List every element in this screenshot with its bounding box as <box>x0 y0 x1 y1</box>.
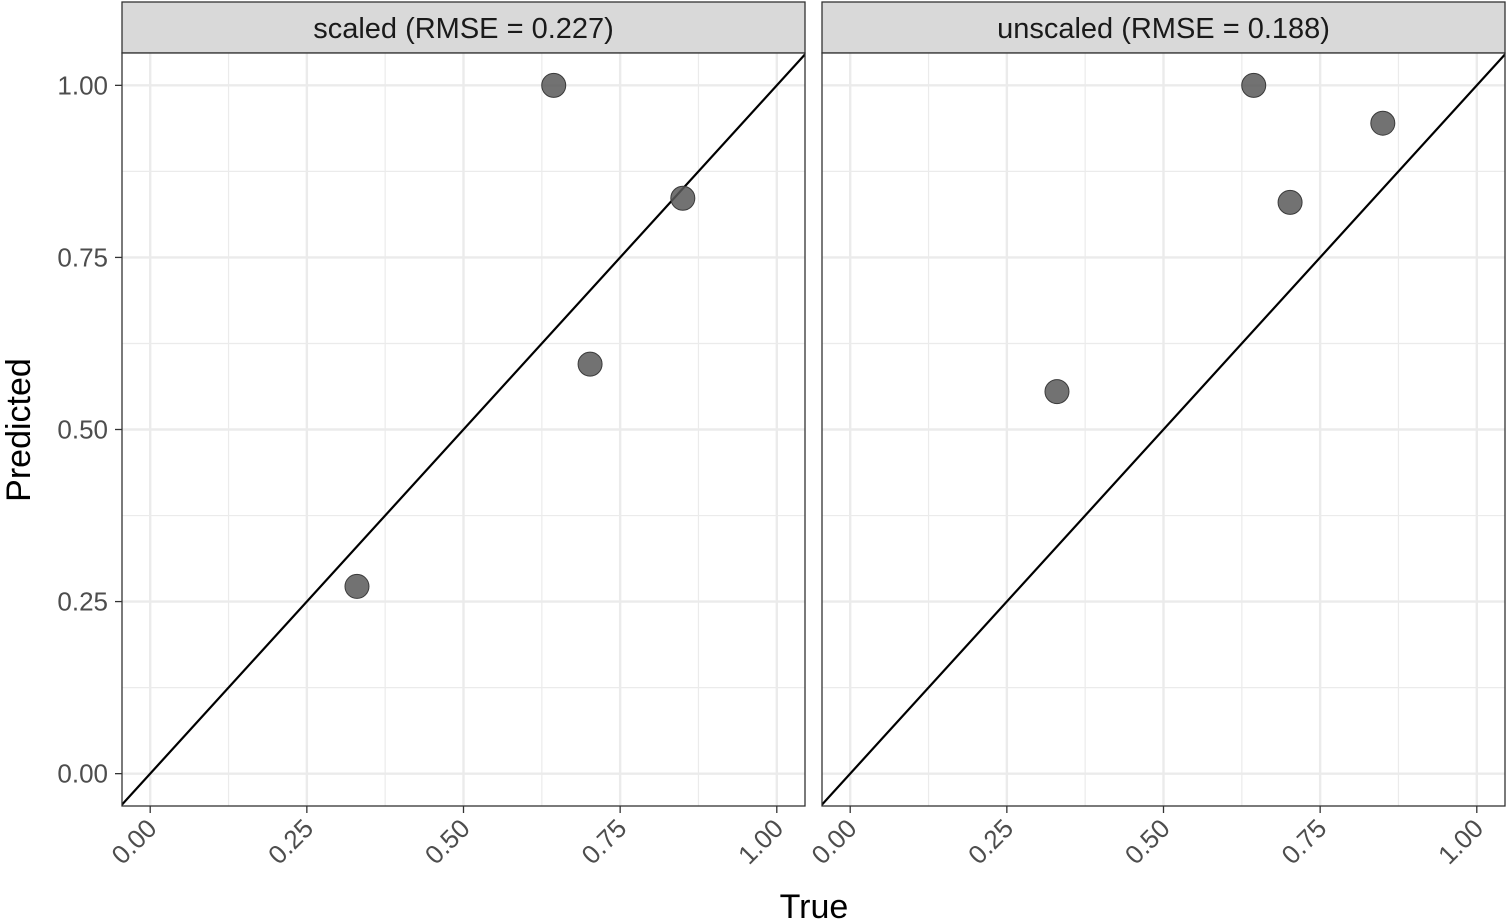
data-point-3 <box>577 351 603 377</box>
facet-title: unscaled (RMSE = 0.188) <box>997 13 1330 45</box>
data-point-1 <box>1044 379 1070 405</box>
y-tick-label: 1.00 <box>57 70 108 100</box>
y-tick-label: 0.00 <box>57 759 108 789</box>
facet-strip <box>121 1 806 54</box>
data-point-4 <box>1370 110 1396 136</box>
panel-2: unscaled (RMSE = 0.188) 0.00 0.25 0.50 0.75 1… <box>805 1 1506 870</box>
x-tick-label: 0.00 <box>805 813 862 870</box>
facet-strip <box>821 1 1506 54</box>
identity-line <box>822 53 1505 806</box>
data-point-1 <box>344 573 370 599</box>
y-axis: 0.00 0.25 0.50 0.75 1.00 <box>57 70 122 789</box>
data-point-2 <box>1241 72 1267 98</box>
data-point-4 <box>670 185 696 211</box>
identity-line <box>122 53 805 806</box>
panel-1: scaled (RMSE = 0.227) 0.00 0.25 0.50 0.75 1.0… <box>105 1 806 870</box>
x-tick-label: 0.25 <box>262 813 319 870</box>
plot-area <box>122 53 805 806</box>
x-tick-label: 0.25 <box>962 813 1019 870</box>
y-axis-title: Predicted <box>0 358 38 502</box>
x-tick-label: 0.75 <box>575 813 632 870</box>
panels: scaled (RMSE = 0.227) 0.00 0.25 0.50 0.75 1.0… <box>105 1 1506 870</box>
facet-title: scaled (RMSE = 0.227) <box>313 13 614 45</box>
x-tick-label: 0.50 <box>419 813 476 870</box>
x-tick-label: 1.00 <box>1432 813 1489 870</box>
data-point-2 <box>541 72 567 98</box>
data-point-3 <box>1277 189 1303 215</box>
y-tick-label: 0.75 <box>57 242 108 272</box>
y-tick-label: 0.50 <box>57 415 108 445</box>
x-axis-title: True <box>780 888 849 923</box>
y-tick-label: 0.25 <box>57 587 108 617</box>
x-tick-label: 0.75 <box>1275 813 1332 870</box>
plot-area <box>822 53 1505 806</box>
x-tick-label: 0.50 <box>1119 813 1176 870</box>
x-tick-label: 1.00 <box>732 813 789 870</box>
x-tick-label: 0.00 <box>105 813 162 870</box>
